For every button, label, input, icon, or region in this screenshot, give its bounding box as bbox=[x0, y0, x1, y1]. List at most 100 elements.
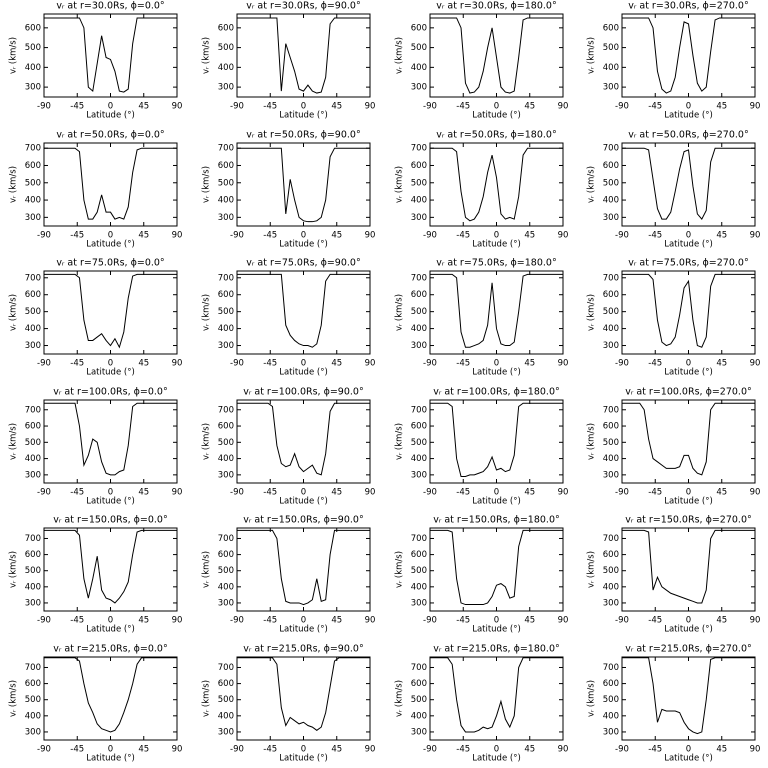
x-tick-label: 0 bbox=[686, 359, 691, 369]
x-tick-label: 0 bbox=[108, 102, 113, 112]
x-tick-label: 90 bbox=[558, 488, 569, 498]
y-tick-label: 300 bbox=[218, 727, 234, 737]
x-tick-label: 0 bbox=[494, 488, 499, 498]
x-tick-label: -45 bbox=[70, 359, 84, 369]
chart-title: vᵣ at r=50.0Rs, ϕ=180.0° bbox=[436, 130, 556, 141]
x-tick-label: 0 bbox=[301, 231, 306, 241]
y-tick-label: 400 bbox=[218, 582, 234, 592]
y-tick-label: 600 bbox=[603, 161, 619, 171]
chart-title: vᵣ at r=75.0Rs, ϕ=90.0° bbox=[246, 258, 360, 269]
y-tick-label: 300 bbox=[25, 470, 41, 480]
chart-title: vᵣ at r=30.0Rs, ϕ=0.0° bbox=[56, 1, 164, 12]
y-tick-label: 600 bbox=[411, 23, 427, 33]
x-tick-label: 45 bbox=[716, 231, 727, 241]
x-axis-label: Latitude (°) bbox=[279, 111, 328, 121]
y-tick-label: 400 bbox=[25, 63, 41, 73]
y-axis-label: vᵣ (km/s) bbox=[9, 166, 19, 203]
y-tick-label: 400 bbox=[411, 454, 427, 464]
x-tick-label: -90 bbox=[230, 488, 244, 498]
x-tick-label: 90 bbox=[172, 488, 183, 498]
chart-title: vᵣ at r=100.0Rs, ϕ=270.0° bbox=[625, 387, 752, 398]
x-tick-label: 45 bbox=[716, 359, 727, 369]
x-tick-label: -45 bbox=[456, 102, 470, 112]
x-tick-label: -90 bbox=[615, 488, 629, 498]
y-tick-label: 300 bbox=[218, 598, 234, 608]
x-tick-label: 45 bbox=[716, 616, 727, 626]
x-tick-label: 0 bbox=[108, 488, 113, 498]
x-axis-label: Latitude (°) bbox=[472, 111, 521, 121]
y-tick-label: 600 bbox=[218, 679, 234, 689]
x-tick-label: 45 bbox=[716, 745, 727, 755]
x-tick-label: -45 bbox=[456, 745, 470, 755]
y-tick-label: 600 bbox=[411, 290, 427, 300]
x-axis-label: Latitude (°) bbox=[664, 368, 713, 378]
y-tick-label: 500 bbox=[218, 438, 234, 448]
chart-title: vᵣ at r=30.0Rs, ϕ=90.0° bbox=[246, 1, 360, 12]
y-tick-label: 600 bbox=[25, 422, 41, 432]
y-tick-label: 700 bbox=[603, 534, 619, 544]
y-tick-label: 300 bbox=[603, 598, 619, 608]
x-tick-label: 90 bbox=[365, 616, 376, 626]
x-tick-label: -45 bbox=[648, 488, 662, 498]
y-axis-label: vᵣ (km/s) bbox=[587, 680, 597, 717]
data-line bbox=[44, 17, 177, 93]
chart-title: vᵣ at r=75.0Rs, ϕ=270.0° bbox=[628, 258, 748, 269]
x-tick-label: 0 bbox=[686, 231, 691, 241]
y-tick-label: 700 bbox=[25, 663, 41, 673]
x-tick-label: -90 bbox=[423, 359, 437, 369]
y-tick-label: 400 bbox=[25, 324, 41, 334]
x-tick-label: -90 bbox=[37, 616, 51, 626]
x-tick-label: 45 bbox=[138, 488, 149, 498]
x-tick-label: -45 bbox=[70, 102, 84, 112]
x-tick-label: -90 bbox=[230, 359, 244, 369]
y-tick-label: 600 bbox=[25, 23, 41, 33]
x-tick-label: 90 bbox=[365, 231, 376, 241]
y-axis-label: vᵣ (km/s) bbox=[202, 294, 212, 331]
x-tick-label: 45 bbox=[716, 488, 727, 498]
y-axis-label: vᵣ (km/s) bbox=[395, 551, 405, 588]
y-tick-label: 300 bbox=[411, 470, 427, 480]
x-tick-label: 0 bbox=[108, 359, 113, 369]
x-tick-label: 0 bbox=[686, 102, 691, 112]
x-tick-label: 90 bbox=[558, 616, 569, 626]
x-tick-label: 0 bbox=[301, 359, 306, 369]
y-tick-label: 400 bbox=[603, 324, 619, 334]
y-tick-label: 500 bbox=[603, 178, 619, 188]
y-tick-label: 600 bbox=[25, 679, 41, 689]
data-line bbox=[622, 147, 755, 220]
y-tick-label: 600 bbox=[411, 161, 427, 171]
y-tick-label: 700 bbox=[218, 144, 234, 154]
y-tick-label: 500 bbox=[411, 307, 427, 317]
y-tick-label: 500 bbox=[411, 178, 427, 188]
y-tick-label: 600 bbox=[218, 550, 234, 560]
data-line bbox=[237, 402, 370, 476]
data-line bbox=[622, 17, 755, 94]
x-tick-label: 90 bbox=[558, 231, 569, 241]
y-tick-label: 400 bbox=[411, 63, 427, 73]
x-tick-label: 90 bbox=[172, 745, 183, 755]
y-axis-label: vᵣ (km/s) bbox=[587, 294, 597, 331]
y-tick-label: 600 bbox=[603, 422, 619, 432]
x-tick-label: 90 bbox=[365, 359, 376, 369]
x-tick-label: -45 bbox=[456, 231, 470, 241]
y-tick-label: 500 bbox=[218, 695, 234, 705]
x-tick-label: -45 bbox=[648, 745, 662, 755]
y-tick-label: 500 bbox=[411, 43, 427, 53]
y-tick-label: 700 bbox=[411, 405, 427, 415]
y-tick-label: 300 bbox=[603, 727, 619, 737]
chart-title: vᵣ at r=100.0Rs, ϕ=90.0° bbox=[243, 387, 363, 398]
x-tick-label: -90 bbox=[37, 745, 51, 755]
chart-title: vᵣ at r=215.0Rs, ϕ=180.0° bbox=[433, 644, 560, 655]
y-axis-label: vᵣ (km/s) bbox=[587, 423, 597, 460]
y-tick-label: 500 bbox=[25, 695, 41, 705]
y-tick-label: 600 bbox=[218, 161, 234, 171]
y-tick-label: 500 bbox=[25, 178, 41, 188]
y-tick-label: 400 bbox=[25, 582, 41, 592]
x-tick-label: 90 bbox=[750, 488, 761, 498]
x-tick-label: -90 bbox=[615, 359, 629, 369]
y-tick-label: 300 bbox=[218, 470, 234, 480]
chart-title: vᵣ at r=215.0Rs, ϕ=90.0° bbox=[243, 644, 363, 655]
x-tick-label: 90 bbox=[558, 745, 569, 755]
data-line bbox=[622, 529, 755, 604]
